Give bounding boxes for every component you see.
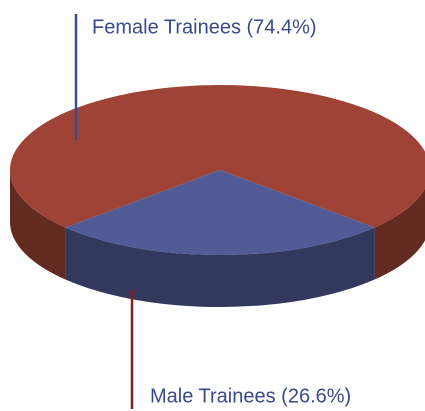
slice-label: Female Trainees (74.4%) — [92, 16, 317, 38]
slice-side — [65, 227, 375, 308]
slice-side — [374, 188, 425, 280]
slice — [65, 170, 375, 256]
slice-side — [9, 170, 66, 280]
slice-label: Male Trainees (26.6%) — [150, 385, 351, 407]
pie — [9, 85, 425, 308]
slice — [9, 85, 425, 228]
